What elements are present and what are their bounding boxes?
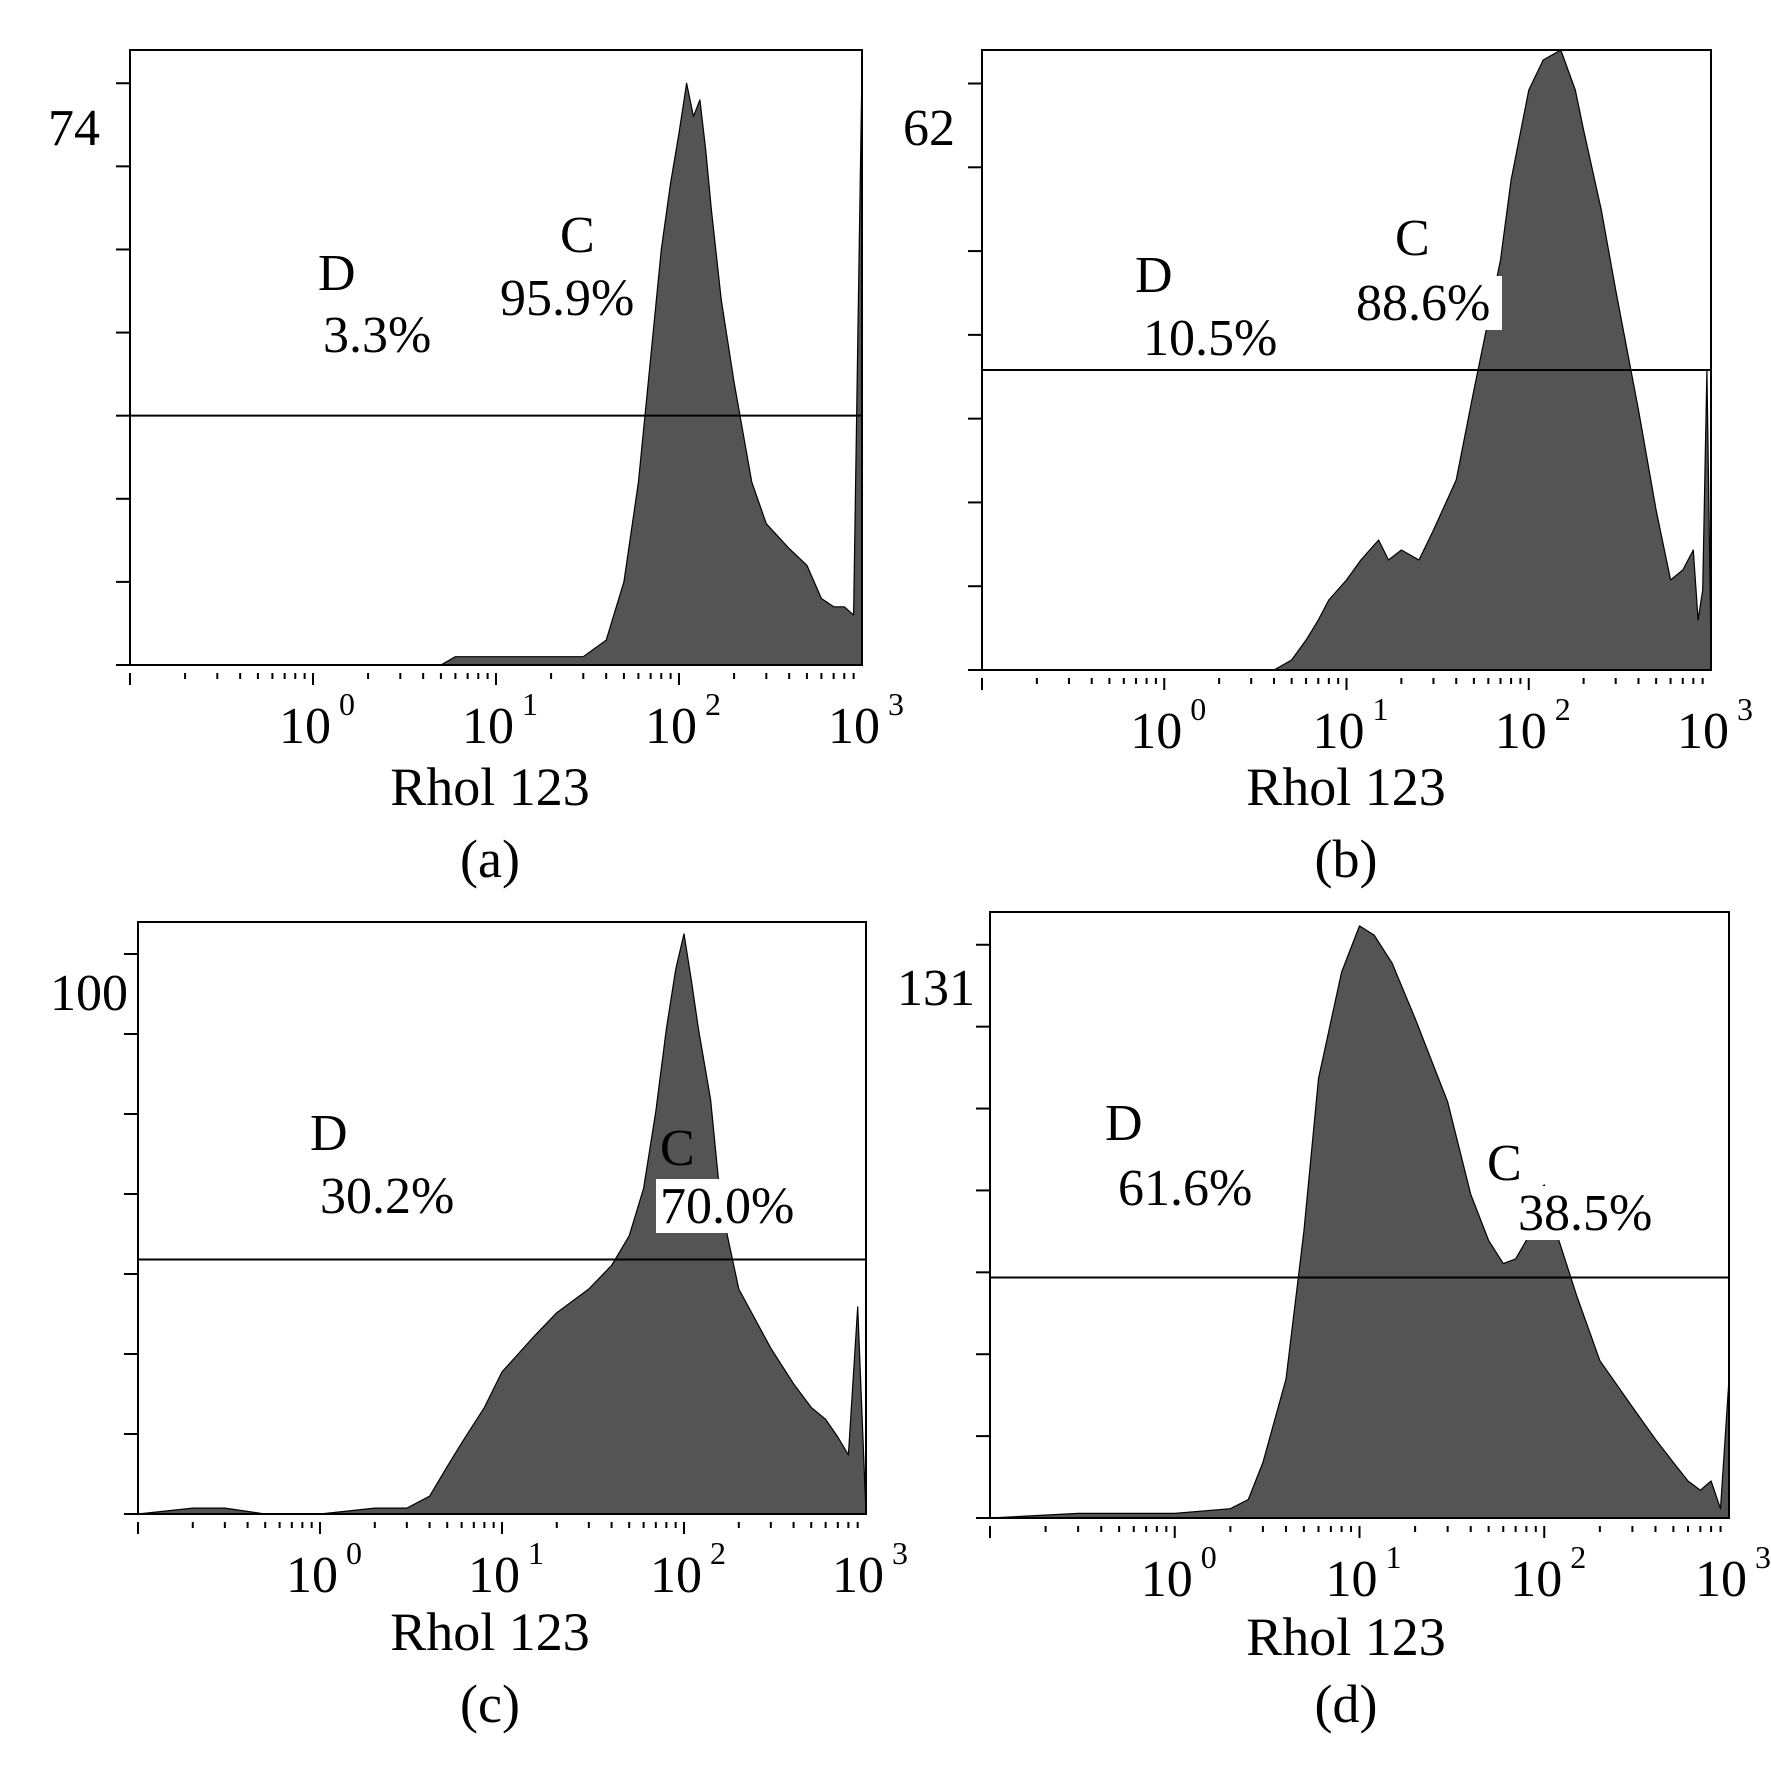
gate-c-name: C	[1395, 210, 1430, 267]
x-tick-exponent: 0	[1201, 1539, 1217, 1575]
x-tick-exponent: 1	[1386, 1539, 1402, 1575]
x-tick-label: 10 1	[468, 1535, 544, 1604]
x-tick-exponent: 0	[346, 1535, 362, 1571]
gate-c-percent: 70.0%	[660, 1178, 794, 1235]
x-tick-base: 10	[828, 698, 880, 755]
gate-c-name: C	[660, 1120, 695, 1177]
gate-c-label-background	[656, 1179, 806, 1233]
x-tick-label: 10 3	[832, 1535, 908, 1604]
y-max-label: 62	[903, 100, 955, 157]
x-axis-label: Rhol 123	[1246, 757, 1446, 817]
x-tick-exponent: 3	[892, 1535, 908, 1571]
x-tick-base: 10	[1510, 1551, 1562, 1608]
plot-frame	[137, 921, 867, 1515]
x-tick-label: 10 0	[1141, 1539, 1217, 1608]
x-axis-label: Rhol 123	[390, 1602, 590, 1662]
gate-d-percent: 61.6%	[1118, 1160, 1252, 1217]
x-tick-label: 10 2	[645, 686, 721, 755]
panel-label: (c)	[460, 1674, 520, 1734]
x-tick-exponent: 0	[339, 686, 355, 722]
x-tick-label: 10 0	[286, 1535, 362, 1604]
x-tick-base: 10	[279, 698, 331, 755]
x-tick-label: 10 3	[1677, 691, 1753, 760]
x-tick-label: 10 3	[828, 686, 904, 755]
x-tick-base: 10	[1313, 703, 1365, 760]
x-tick-label: 10 2	[1510, 1539, 1586, 1608]
x-axis-label: Rhol 123	[390, 757, 590, 817]
gate-d-name: D	[1135, 247, 1173, 304]
histogram-area	[129, 66, 863, 666]
plot-frame	[981, 49, 1712, 671]
x-tick-exponent: 0	[1190, 691, 1206, 727]
x-tick-base: 10	[650, 1547, 702, 1604]
x-tick-exponent: 3	[1737, 691, 1753, 727]
histogram-area	[989, 925, 1730, 1519]
panel-label: (b)	[1315, 829, 1378, 889]
gate-c-name: C	[560, 207, 595, 264]
x-tick-label: 10 0	[279, 686, 355, 755]
x-tick-base: 10	[1495, 703, 1547, 760]
x-tick-exponent: 2	[710, 1535, 726, 1571]
gate-c-label-background	[1514, 1186, 1664, 1240]
x-tick-base: 10	[1695, 1551, 1747, 1608]
x-tick-exponent: 1	[522, 686, 538, 722]
histogram-area	[137, 933, 867, 1515]
x-axis-label: Rhol 123	[1246, 1607, 1446, 1667]
x-tick-label: 10 1	[1313, 691, 1389, 760]
gate-d-name: D	[1105, 1095, 1143, 1152]
gate-d-percent: 3.3%	[323, 307, 431, 364]
x-tick-exponent: 2	[1570, 1539, 1586, 1575]
gate-c-percent: 88.6%	[1356, 275, 1490, 332]
x-tick-exponent: 3	[1755, 1539, 1771, 1575]
histogram-area	[981, 49, 1712, 671]
y-max-label: 131	[897, 960, 975, 1017]
gate-d-percent: 30.2%	[320, 1168, 454, 1225]
x-tick-label: 10 1	[1326, 1539, 1402, 1608]
x-tick-base: 10	[286, 1547, 338, 1604]
y-max-label: 74	[48, 100, 100, 157]
gate-d-name: D	[318, 245, 356, 302]
panel-label: (a)	[460, 829, 520, 889]
x-tick-label: 10 1	[462, 686, 538, 755]
x-tick-label: 10 3	[1695, 1539, 1771, 1608]
gate-c-name: C	[1487, 1135, 1522, 1192]
x-tick-label: 10 2	[1495, 691, 1571, 760]
x-tick-base: 10	[1141, 1551, 1193, 1608]
x-tick-exponent: 3	[888, 686, 904, 722]
gate-d-name: D	[310, 1105, 348, 1162]
y-max-label: 100	[50, 965, 128, 1022]
gate-c-percent: 95.9%	[500, 270, 634, 327]
x-tick-base: 10	[1677, 703, 1729, 760]
plot-frame	[129, 49, 863, 666]
x-tick-exponent: 1	[1373, 691, 1389, 727]
x-tick-base: 10	[1130, 703, 1182, 760]
x-tick-base: 10	[462, 698, 514, 755]
x-tick-exponent: 2	[705, 686, 721, 722]
gate-c-label-background	[1352, 276, 1502, 330]
x-tick-base: 10	[468, 1547, 520, 1604]
gate-d-percent: 10.5%	[1143, 310, 1277, 367]
x-tick-label: 10 2	[650, 1535, 726, 1604]
x-tick-base: 10	[645, 698, 697, 755]
x-tick-exponent: 2	[1555, 691, 1571, 727]
panel-label: (d)	[1315, 1674, 1378, 1734]
x-tick-base: 10	[1326, 1551, 1378, 1608]
x-tick-exponent: 1	[528, 1535, 544, 1571]
x-tick-base: 10	[832, 1547, 884, 1604]
x-tick-label: 10 0	[1130, 691, 1206, 760]
gate-c-percent: 38.5%	[1518, 1185, 1652, 1242]
plot-frame	[989, 911, 1730, 1519]
